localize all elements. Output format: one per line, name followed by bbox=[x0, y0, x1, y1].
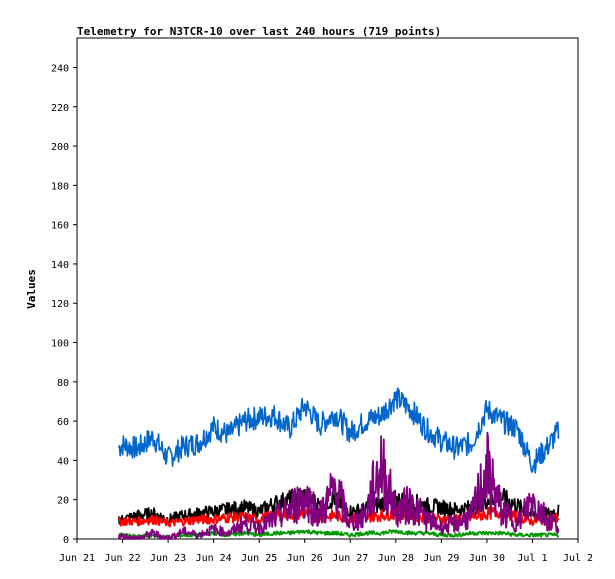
x-tick-label: Jun 23 bbox=[150, 553, 186, 564]
x-tick-label: Jun 25 bbox=[241, 553, 277, 564]
series-line-1 bbox=[118, 387, 560, 474]
chart-title: Telemetry for N3TCR-10 over last 240 hou… bbox=[77, 25, 441, 38]
x-tick-label: Jun 30 bbox=[469, 553, 505, 564]
y-axis-label: Values bbox=[25, 269, 38, 309]
y-tick-label: 20 bbox=[57, 496, 69, 507]
x-tick-label: Jun 24 bbox=[196, 553, 232, 564]
x-tick-label: Jun 22 bbox=[104, 553, 140, 564]
y-tick-label: 100 bbox=[51, 339, 69, 350]
y-tick-label: 200 bbox=[51, 142, 69, 153]
series-line-5 bbox=[117, 431, 560, 540]
x-tick-label: Jun 26 bbox=[287, 553, 323, 564]
x-tick-label: Jun 27 bbox=[332, 553, 368, 564]
y-tick-label: 180 bbox=[51, 181, 69, 192]
series-layer bbox=[117, 387, 560, 540]
series-line-4 bbox=[118, 529, 560, 540]
y-tick-label: 40 bbox=[57, 456, 69, 467]
y-axis: 0 20 40 60 80 100 120 140 160 180 200 220 240 bbox=[51, 63, 77, 546]
y-tick-label: 240 bbox=[51, 63, 69, 74]
x-tick-label: Jun 28 bbox=[378, 553, 414, 564]
y-tick-label: 80 bbox=[57, 378, 69, 389]
y-tick-label: 140 bbox=[51, 260, 69, 271]
x-axis: Jun 21 Jun 22 Jun 23 Jun 24 Jun 25 Jun 26 Jun … bbox=[59, 539, 593, 564]
x-tick-label: Jun 21 bbox=[59, 553, 95, 564]
plot-frame bbox=[76, 37, 579, 540]
y-tick-label: 120 bbox=[51, 299, 69, 310]
y-tick-label: 160 bbox=[51, 221, 69, 232]
x-tick-label: Jul 2 bbox=[563, 553, 593, 564]
x-tick-label: Jul 1 bbox=[517, 553, 547, 564]
y-tick-label: 60 bbox=[57, 417, 69, 428]
x-tick-label: Jun 29 bbox=[423, 553, 459, 564]
y-tick-label: 0 bbox=[63, 535, 69, 546]
series-line-3 bbox=[117, 505, 560, 528]
y-tick-label: 220 bbox=[51, 103, 69, 114]
